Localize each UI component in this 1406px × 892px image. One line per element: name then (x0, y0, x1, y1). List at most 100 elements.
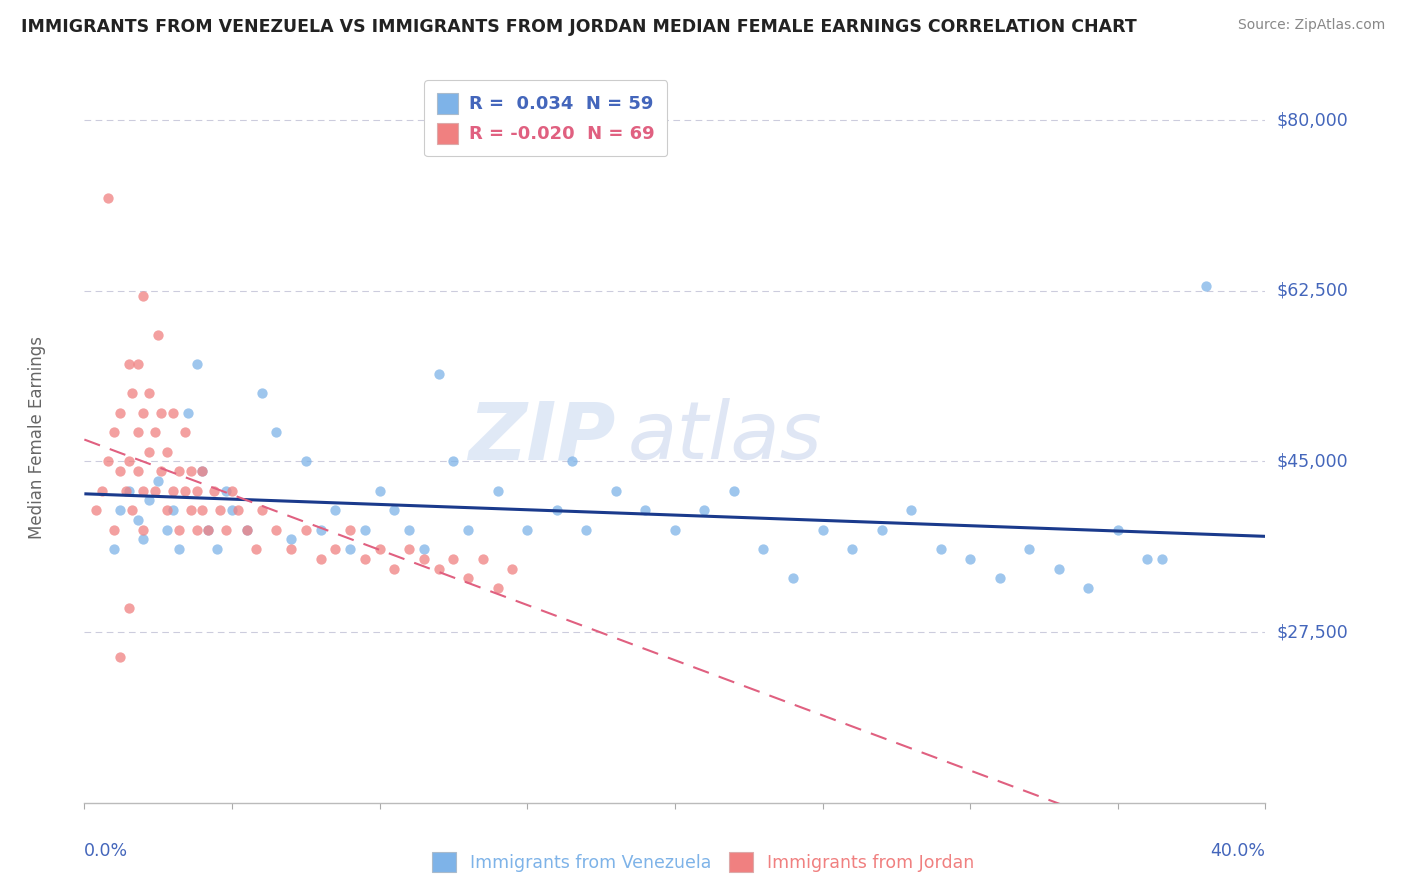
Point (959, 552, 981, 566)
Point (929, 542, 952, 557)
Point (127, 425, 149, 440)
Point (245, 542, 267, 557)
Point (280, 533, 302, 547)
Point (191, 503, 214, 517)
Text: $62,500: $62,500 (1277, 282, 1348, 300)
Point (162, 483, 184, 498)
Point (186, 357, 208, 371)
Point (97, 454, 120, 468)
Point (180, 464, 202, 478)
Point (309, 552, 332, 566)
Point (167, 464, 190, 478)
Point (1136, 552, 1159, 566)
Point (207, 542, 229, 557)
Text: Source: ZipAtlas.com: Source: ZipAtlas.com (1237, 18, 1385, 32)
Point (148, 474, 170, 488)
Point (1018, 542, 1040, 557)
Text: $27,500: $27,500 (1277, 624, 1348, 641)
Text: 0.0%: 0.0% (84, 842, 128, 860)
Point (180, 503, 202, 517)
Point (382, 562, 406, 576)
Point (457, 523, 479, 537)
Point (191, 464, 214, 478)
Point (368, 483, 391, 498)
Point (280, 542, 302, 557)
Point (215, 523, 238, 537)
Point (186, 483, 208, 498)
Point (132, 288, 155, 302)
Point (575, 523, 598, 537)
Point (266, 523, 288, 537)
Text: $45,000: $45,000 (1277, 452, 1348, 470)
Point (202, 483, 225, 498)
Legend: Immigrants from Venezuela, Immigrants from Jordan: Immigrants from Venezuela, Immigrants fr… (425, 845, 981, 879)
Point (138, 444, 160, 458)
Point (118, 357, 141, 371)
Point (121, 386, 143, 401)
Point (143, 425, 166, 440)
Point (472, 552, 495, 566)
Text: IMMIGRANTS FROM VENEZUELA VS IMMIGRANTS FROM JORDAN MEDIAN FEMALE EARNINGS CORRE: IMMIGRANTS FROM VENEZUELA VS IMMIGRANTS … (21, 18, 1137, 36)
Point (723, 483, 745, 498)
Point (236, 523, 259, 537)
Point (91, 483, 114, 498)
Text: atlas: atlas (627, 398, 823, 476)
Point (811, 523, 834, 537)
Point (138, 493, 160, 508)
Point (150, 464, 173, 478)
Point (443, 454, 465, 468)
Text: Median Female Earnings: Median Female Earnings (28, 335, 46, 539)
Point (177, 406, 200, 420)
Point (382, 503, 406, 517)
Text: ZIP: ZIP (468, 398, 616, 476)
Point (167, 523, 190, 537)
Point (191, 464, 214, 478)
Point (841, 542, 863, 557)
Point (114, 483, 136, 498)
Text: 40.0%: 40.0% (1211, 842, 1265, 860)
Point (221, 483, 243, 498)
Point (156, 444, 179, 458)
Point (127, 513, 149, 527)
Point (84, 503, 107, 517)
Point (516, 523, 538, 537)
Point (173, 483, 195, 498)
Text: $80,000: $80,000 (1277, 112, 1348, 129)
Point (215, 483, 238, 498)
Point (561, 454, 583, 468)
Point (664, 523, 686, 537)
Point (156, 523, 179, 537)
Point (197, 523, 219, 537)
Point (295, 454, 318, 468)
Point (1077, 581, 1099, 595)
Point (97, 191, 120, 205)
Point (226, 503, 249, 517)
Point (121, 503, 143, 517)
Point (443, 552, 465, 566)
Point (354, 552, 377, 566)
Point (250, 503, 273, 517)
Point (209, 503, 232, 517)
Point (162, 406, 184, 420)
Point (108, 406, 131, 420)
Point (605, 483, 627, 498)
Point (752, 542, 775, 557)
Point (127, 357, 149, 371)
Point (325, 503, 347, 517)
Point (266, 425, 288, 440)
Point (339, 542, 361, 557)
Point (501, 562, 523, 576)
Point (427, 367, 450, 381)
Point (236, 523, 259, 537)
Point (486, 581, 509, 595)
Point (413, 542, 436, 557)
Point (250, 386, 273, 401)
Legend: R =  0.034  N = 59, R = -0.020  N = 69: R = 0.034 N = 59, R = -0.020 N = 69 (425, 80, 668, 156)
Point (457, 572, 479, 586)
Point (486, 483, 509, 498)
Point (118, 600, 141, 615)
Point (108, 464, 131, 478)
Point (900, 503, 922, 517)
Point (132, 406, 155, 420)
Point (1107, 523, 1129, 537)
